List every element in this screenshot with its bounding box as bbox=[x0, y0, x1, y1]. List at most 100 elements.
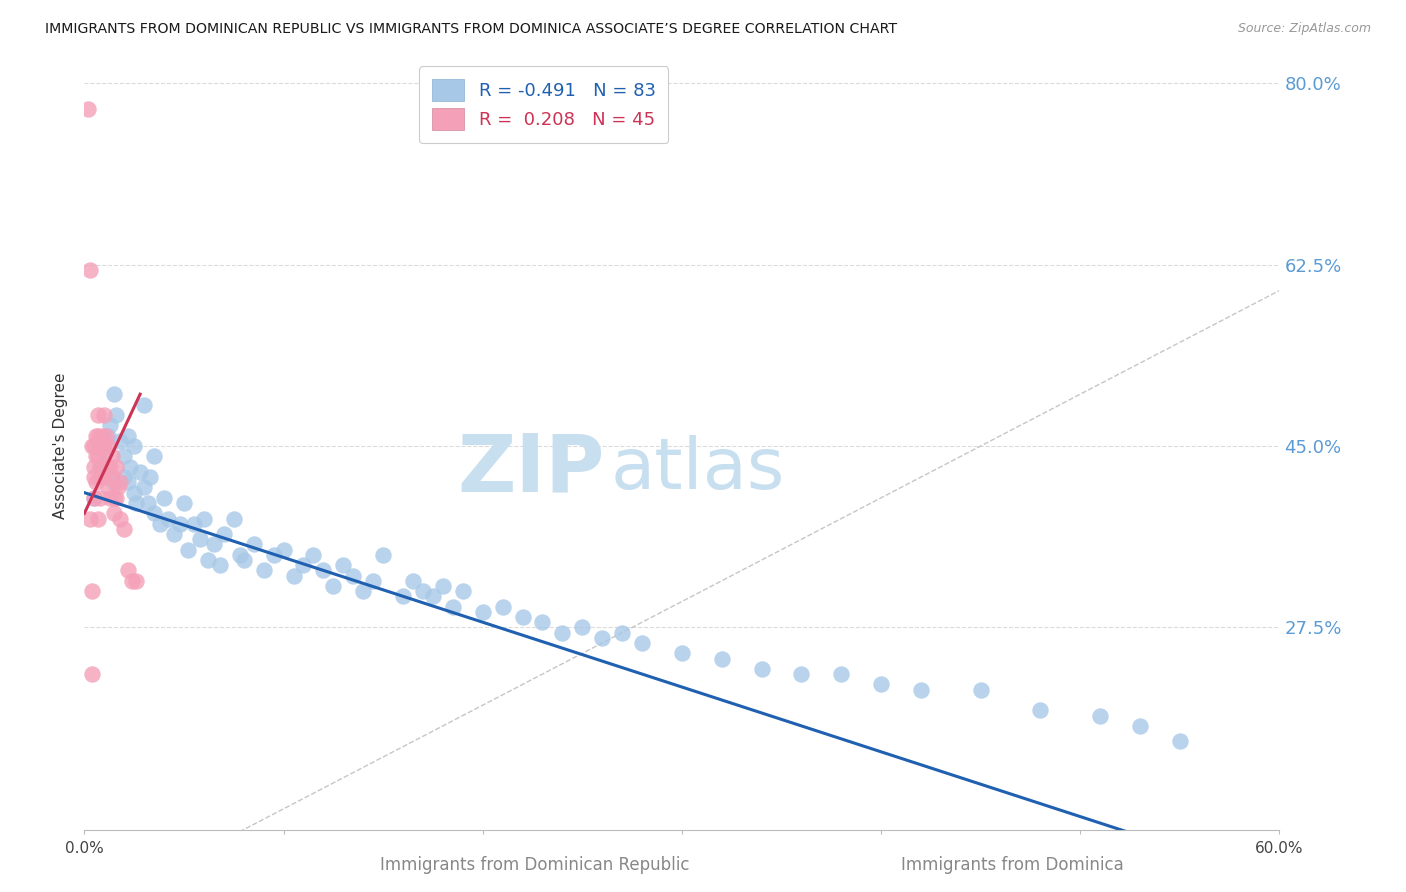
Point bbox=[671, 646, 693, 660]
Point bbox=[91, 470, 114, 484]
Point bbox=[98, 418, 121, 433]
Point bbox=[87, 450, 110, 464]
Point bbox=[143, 507, 166, 521]
Point bbox=[163, 527, 186, 541]
Text: IMMIGRANTS FROM DOMINICAN REPUBLIC VS IMMIGRANTS FROM DOMINICA ASSOCIATE’S DEGRE: IMMIGRANTS FROM DOMINICAN REPUBLIC VS IM… bbox=[45, 22, 897, 37]
Point bbox=[312, 563, 335, 577]
Point bbox=[373, 548, 395, 562]
Point bbox=[89, 459, 111, 474]
Text: Immigrants from Dominican Republic: Immigrants from Dominican Republic bbox=[380, 855, 689, 873]
Point bbox=[107, 480, 129, 494]
Point bbox=[1090, 708, 1112, 723]
Point bbox=[342, 568, 364, 582]
Point bbox=[551, 625, 574, 640]
Point bbox=[87, 428, 110, 442]
Point bbox=[98, 459, 121, 474]
Point bbox=[89, 491, 111, 505]
Point bbox=[83, 459, 105, 474]
Point bbox=[352, 584, 374, 599]
Point bbox=[121, 574, 143, 588]
Point bbox=[292, 558, 315, 573]
Point bbox=[263, 548, 285, 562]
Point bbox=[322, 579, 344, 593]
Point bbox=[83, 470, 105, 484]
Point bbox=[132, 398, 156, 412]
Point bbox=[1129, 719, 1152, 733]
Point bbox=[157, 511, 180, 525]
Point bbox=[188, 533, 211, 547]
Point bbox=[83, 439, 105, 453]
Point bbox=[332, 558, 354, 573]
Point bbox=[631, 636, 654, 650]
Point bbox=[98, 491, 121, 505]
Point bbox=[273, 542, 295, 557]
Point bbox=[512, 610, 534, 624]
Point bbox=[531, 615, 554, 630]
Legend: R = -0.491   N = 83, R =  0.208   N = 45: R = -0.491 N = 83, R = 0.208 N = 45 bbox=[419, 66, 668, 143]
Point bbox=[790, 667, 813, 681]
Point bbox=[110, 434, 132, 448]
Point bbox=[129, 465, 152, 479]
Point bbox=[120, 459, 142, 474]
Point bbox=[87, 511, 110, 525]
Point bbox=[751, 662, 773, 676]
Point bbox=[103, 491, 125, 505]
Point bbox=[112, 450, 135, 464]
Point bbox=[242, 537, 264, 551]
Point bbox=[105, 408, 128, 422]
Point bbox=[412, 584, 434, 599]
Point bbox=[830, 667, 852, 681]
Point bbox=[117, 428, 139, 442]
Point bbox=[93, 408, 115, 422]
Point bbox=[136, 496, 159, 510]
Point bbox=[91, 428, 114, 442]
Point bbox=[86, 450, 108, 464]
Point bbox=[183, 516, 205, 531]
Point bbox=[96, 428, 118, 442]
Point bbox=[87, 408, 110, 422]
Point bbox=[571, 620, 593, 634]
Point bbox=[125, 496, 148, 510]
Point bbox=[970, 682, 993, 697]
Point bbox=[77, 102, 100, 116]
Point bbox=[97, 428, 120, 442]
Point bbox=[105, 491, 128, 505]
Point bbox=[402, 574, 425, 588]
Point bbox=[93, 470, 115, 484]
Point bbox=[169, 516, 191, 531]
Point bbox=[86, 428, 108, 442]
Text: Immigrants from Dominica: Immigrants from Dominica bbox=[901, 855, 1123, 873]
Point bbox=[149, 516, 172, 531]
Point bbox=[89, 439, 111, 453]
Point bbox=[97, 439, 120, 453]
Point bbox=[103, 387, 125, 401]
Point bbox=[432, 579, 454, 593]
Point bbox=[212, 527, 235, 541]
Point bbox=[153, 491, 176, 505]
Y-axis label: Associate's Degree: Associate's Degree bbox=[53, 373, 69, 519]
Point bbox=[441, 599, 464, 614]
Point bbox=[82, 584, 104, 599]
Point bbox=[122, 439, 145, 453]
Point bbox=[117, 563, 139, 577]
Point bbox=[93, 444, 115, 458]
Point bbox=[177, 542, 200, 557]
Point bbox=[82, 667, 104, 681]
Point bbox=[105, 459, 128, 474]
Point bbox=[222, 511, 245, 525]
Point bbox=[112, 470, 135, 484]
Point bbox=[492, 599, 515, 614]
Point bbox=[79, 511, 101, 525]
Point bbox=[253, 563, 276, 577]
Point bbox=[392, 590, 415, 604]
Point bbox=[1168, 734, 1191, 748]
Text: Source: ZipAtlas.com: Source: ZipAtlas.com bbox=[1237, 22, 1371, 36]
Point bbox=[302, 548, 325, 562]
Point bbox=[710, 651, 733, 665]
Point bbox=[103, 507, 125, 521]
Point bbox=[139, 470, 162, 484]
Point bbox=[110, 475, 132, 490]
Point bbox=[122, 485, 145, 500]
Point bbox=[612, 625, 634, 640]
Point bbox=[132, 480, 156, 494]
